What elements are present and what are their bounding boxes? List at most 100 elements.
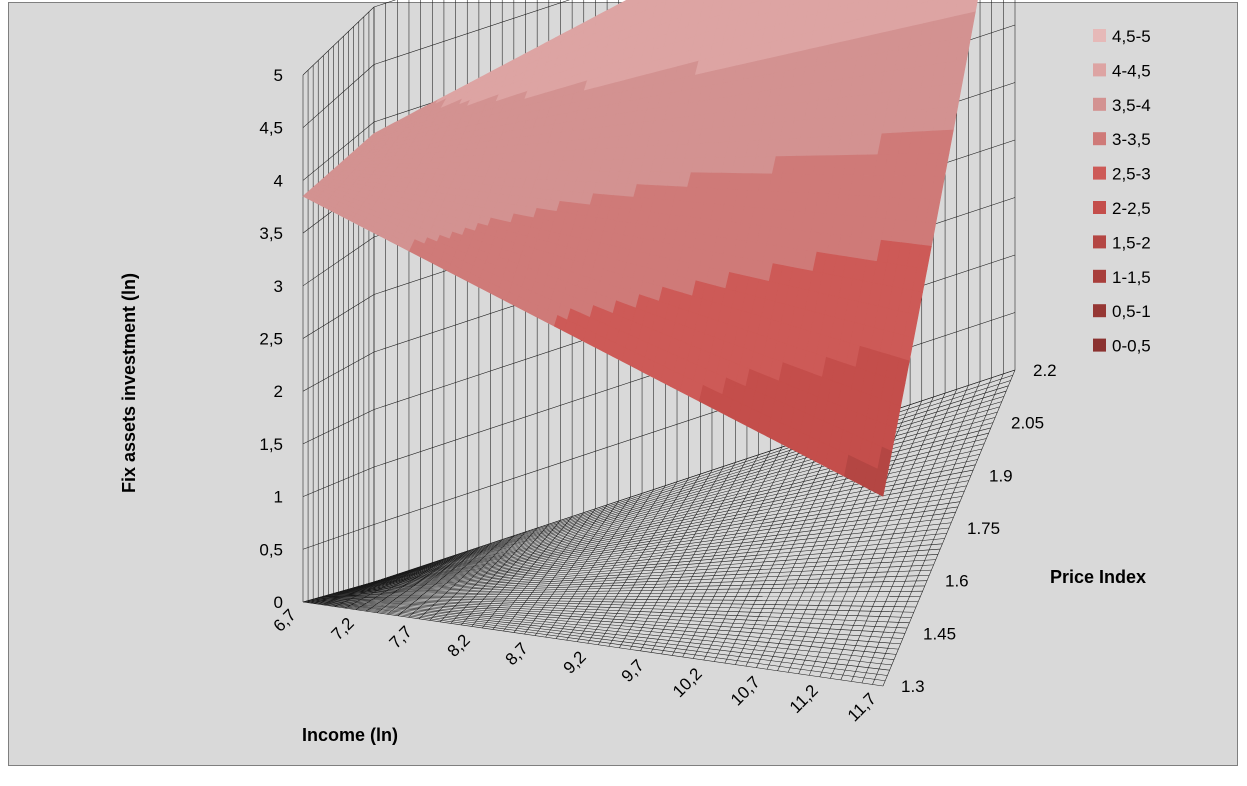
y-tick-label: 1.75 <box>967 519 1000 538</box>
z-axis-title: Fix assets investment (ln) <box>119 273 139 493</box>
surface-patch <box>872 468 888 497</box>
floor-grid-line <box>339 522 952 592</box>
surface <box>302 0 978 497</box>
legend-label: 3-3,5 <box>1112 130 1151 149</box>
floor-grid-line <box>327 575 930 596</box>
y-tick-label: 2.2 <box>1033 361 1057 380</box>
legend-label: 0,5-1 <box>1112 302 1151 321</box>
side-wall-grid-line <box>302 466 375 497</box>
x-axis-title: Income (ln) <box>302 725 398 745</box>
z-tick-label: 3,5 <box>259 224 283 243</box>
side-wall-grid-line <box>302 524 375 550</box>
z-tick-label: 2 <box>274 382 283 401</box>
side-wall-grid-line <box>302 351 375 392</box>
floor-grid-line <box>366 401 1002 585</box>
legend-label: 2,5-3 <box>1112 165 1151 184</box>
floor-grid-line <box>332 554 939 594</box>
legend-swatch <box>1093 166 1106 180</box>
floor-grid-line <box>334 543 943 594</box>
floor-grid-line <box>359 432 989 587</box>
legend-swatch <box>1093 97 1106 111</box>
x-tick-label: 11,7 <box>844 689 880 725</box>
legend-swatch <box>1093 29 1106 42</box>
floor-grid-line <box>305 601 888 676</box>
floor-grid-line <box>325 585 925 596</box>
floor-grid-line <box>340 517 954 592</box>
z-tick-label: 0,5 <box>259 540 283 559</box>
legend-swatch <box>1093 63 1106 77</box>
legend-swatch <box>1093 235 1106 249</box>
floor-grid-line <box>313 598 903 639</box>
floor-grid-line <box>336 538 945 593</box>
floor-grid-line <box>370 385 1009 584</box>
floor-grid-line <box>350 475 972 589</box>
x-tick-label: 11,2 <box>786 681 822 717</box>
legend-label: 2-2,5 <box>1112 199 1151 218</box>
floor-grid-line <box>307 600 892 666</box>
y-tick-label: 1.45 <box>923 624 956 643</box>
legend-label: 4,5-5 <box>1112 27 1151 46</box>
back-wall-grid-line <box>373 369 1016 583</box>
side-wall-grid-line <box>302 64 375 128</box>
y-tick-label: 1.6 <box>945 572 969 591</box>
x-tick-label: 7,2 <box>328 614 358 644</box>
z-tick-label: 4 <box>274 171 283 190</box>
legend-swatch <box>1093 132 1106 146</box>
floor-grid-line <box>316 598 908 629</box>
floor-grid-line <box>317 597 910 624</box>
floor-grid-line <box>349 480 969 590</box>
y-axis-title: Price Index <box>1050 567 1146 587</box>
legend-swatch <box>1093 304 1106 318</box>
floor-grid-line <box>357 443 985 587</box>
floor-grid-line <box>312 599 901 645</box>
legend-label: 1,5-2 <box>1112 233 1151 252</box>
x-tick-label: 10,7 <box>727 673 764 710</box>
floor-grid-line <box>343 506 958 591</box>
z-tick-label: 2,5 <box>259 330 283 349</box>
x-tick-label: 8,7 <box>502 639 532 669</box>
floor-grid-line <box>321 596 919 603</box>
floor-grid-line <box>351 469 974 589</box>
floor-grid-line <box>326 580 928 596</box>
side-wall-grid-line <box>302 121 375 181</box>
floor-grid-line <box>320 596 917 608</box>
x-tick-label: 7,7 <box>386 622 416 652</box>
z-tick-label: 4,5 <box>259 119 283 138</box>
floor-grid-line <box>318 597 912 618</box>
side-wall-grid-line <box>302 409 375 445</box>
y-tick-label: 1.3 <box>901 677 925 696</box>
legend-label: 0-0,5 <box>1112 337 1151 356</box>
back-wall-grid-line <box>373 0 570 65</box>
y-tick-label: 1.9 <box>989 466 1013 485</box>
floor-grid-line <box>368 396 1005 584</box>
floor-grid-line <box>337 532 947 593</box>
side-wall-grid-line <box>302 6 375 76</box>
z-tick-label: 5 <box>274 66 283 85</box>
floor-grid-line <box>314 598 906 634</box>
side-wall-grid-line <box>302 581 375 603</box>
z-tick-label: 3 <box>274 277 283 296</box>
floor-grid-line <box>330 564 934 595</box>
side-wall-grid-line <box>302 294 375 339</box>
x-tick-label: 8,2 <box>444 631 474 661</box>
floor-grid-line <box>311 599 899 650</box>
surface-patch <box>964 0 978 15</box>
floor-grid-line <box>345 496 963 591</box>
floor-grid-line <box>304 601 886 682</box>
floor-grid-line <box>308 600 895 660</box>
x-tick-label: 9,7 <box>618 656 648 686</box>
z-tick-label: 0 <box>274 593 283 612</box>
floor-grid-line <box>372 375 1013 583</box>
floor-grid-line <box>362 422 994 586</box>
legend-label: 4-4,5 <box>1112 61 1151 80</box>
legend-label: 1-1,5 <box>1112 268 1151 287</box>
floor-grid-line <box>346 490 965 590</box>
floor-grid-line <box>319 597 914 613</box>
floor-grid-line <box>329 569 932 595</box>
legend-swatch <box>1093 338 1106 352</box>
floor-grid-line <box>338 527 950 593</box>
floor-grid-line <box>371 380 1011 583</box>
floor-grid-line <box>369 390 1007 584</box>
y-tick-label: 2.05 <box>1011 414 1044 433</box>
